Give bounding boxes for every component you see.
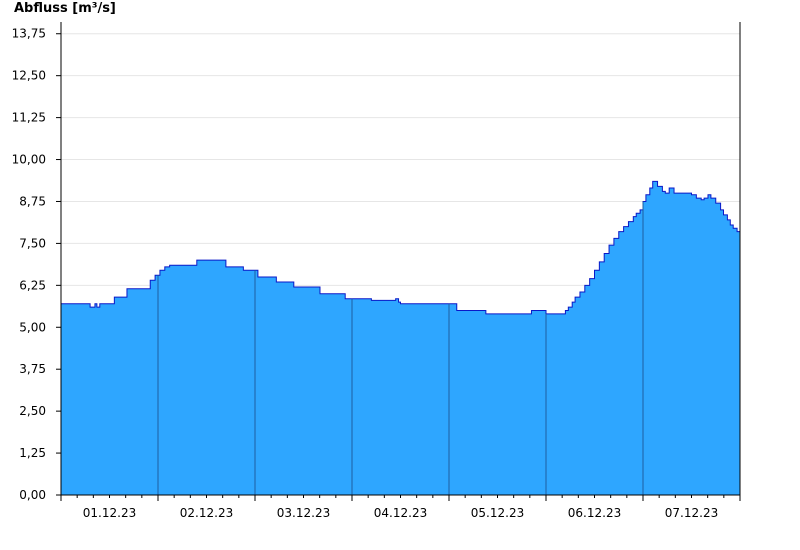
- y-tick-label: 12,50: [12, 69, 46, 83]
- day-separators: [157, 201, 644, 495]
- y-tick-labels: 0,00 1,25 2,50 3,75 5,00 6,25 7,50 8,75 10,00 11,…: [12, 27, 46, 502]
- y-tick-label: 6,25: [19, 278, 46, 292]
- x-tick-label: 02.12.23: [180, 506, 233, 520]
- y-tick-label: 0,00: [19, 488, 46, 502]
- y-tick-label: 10,00: [12, 153, 46, 167]
- axes: [56, 22, 741, 501]
- x-tick-labels: 01.12.23 02.12.23 03.12.23 04.12.23 05.12.23…: [83, 506, 718, 520]
- y-tick-label: 8,75: [19, 194, 46, 208]
- discharge-area: [61, 181, 740, 495]
- y-tick-label: 3,75: [19, 362, 46, 376]
- x-tick-label: 05.12.23: [471, 506, 524, 520]
- discharge-series: [61, 180, 740, 495]
- y-tick-label: 7,50: [19, 236, 46, 250]
- discharge-line: [61, 180, 740, 315]
- y-tick-label: 5,00: [19, 320, 46, 334]
- x-tick-label: 04.12.23: [374, 506, 427, 520]
- y-tick-label: 1,25: [19, 446, 46, 460]
- x-tick-label: 01.12.23: [83, 506, 136, 520]
- y-tick-label: 13,75: [12, 27, 46, 41]
- x-tick-label: 06.12.23: [568, 506, 621, 520]
- y-axis-label: Abfluss [m³/s]: [14, 1, 116, 16]
- x-tick-label: 07.12.23: [665, 506, 718, 520]
- x-tick-label: 03.12.23: [277, 506, 330, 520]
- y-tick-label: 11,25: [12, 111, 46, 125]
- y-tick-label: 2,50: [19, 404, 46, 418]
